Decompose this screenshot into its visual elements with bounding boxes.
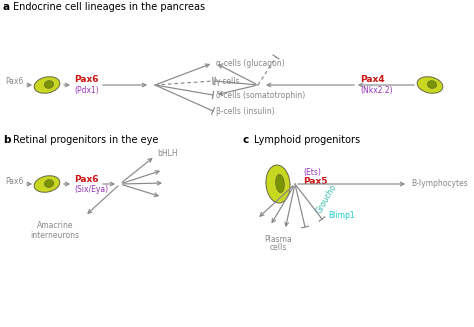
Ellipse shape xyxy=(34,77,60,93)
Text: Plasma: Plasma xyxy=(264,234,292,244)
Text: Pax5: Pax5 xyxy=(303,177,328,185)
Ellipse shape xyxy=(45,180,54,187)
Text: cells: cells xyxy=(269,243,287,251)
Text: Endocrine cell lineages in the pancreas: Endocrine cell lineages in the pancreas xyxy=(13,2,205,12)
Text: (Six/Eya): (Six/Eya) xyxy=(74,184,108,194)
Ellipse shape xyxy=(428,81,437,88)
Text: Pax6: Pax6 xyxy=(74,175,99,183)
Text: (Pdx1): (Pdx1) xyxy=(74,85,99,95)
Text: interneurons: interneurons xyxy=(30,231,80,239)
Text: bHLH: bHLH xyxy=(157,149,178,159)
Ellipse shape xyxy=(275,174,284,193)
Ellipse shape xyxy=(34,176,60,192)
Text: Pax6: Pax6 xyxy=(74,76,99,84)
Ellipse shape xyxy=(45,81,54,88)
Ellipse shape xyxy=(417,77,443,93)
Text: δ-cells (somatotrophin): δ-cells (somatotrophin) xyxy=(216,91,305,99)
Text: β-cells (insulin): β-cells (insulin) xyxy=(216,107,274,115)
Text: b: b xyxy=(3,135,10,145)
Text: Pax6: Pax6 xyxy=(5,177,23,185)
Text: γ-cells: γ-cells xyxy=(216,77,240,85)
Text: Amacrine: Amacrine xyxy=(37,221,73,231)
Text: B-lymphocytes: B-lymphocytes xyxy=(411,180,468,188)
Text: a: a xyxy=(3,2,10,12)
Text: Retinal progenitors in the eye: Retinal progenitors in the eye xyxy=(13,135,158,145)
Text: c: c xyxy=(243,135,249,145)
Text: (Nkx2.2): (Nkx2.2) xyxy=(360,85,392,95)
Text: Pax4: Pax4 xyxy=(360,76,384,84)
Ellipse shape xyxy=(266,165,290,203)
Text: (Ets): (Ets) xyxy=(303,167,321,177)
Text: α-cells (glucagon): α-cells (glucagon) xyxy=(216,59,284,67)
Text: Blimp1: Blimp1 xyxy=(328,212,355,220)
Text: Groucho: Groucho xyxy=(315,183,339,215)
Text: Pax6: Pax6 xyxy=(5,77,23,87)
Text: Lymphoid progenitors: Lymphoid progenitors xyxy=(254,135,360,145)
